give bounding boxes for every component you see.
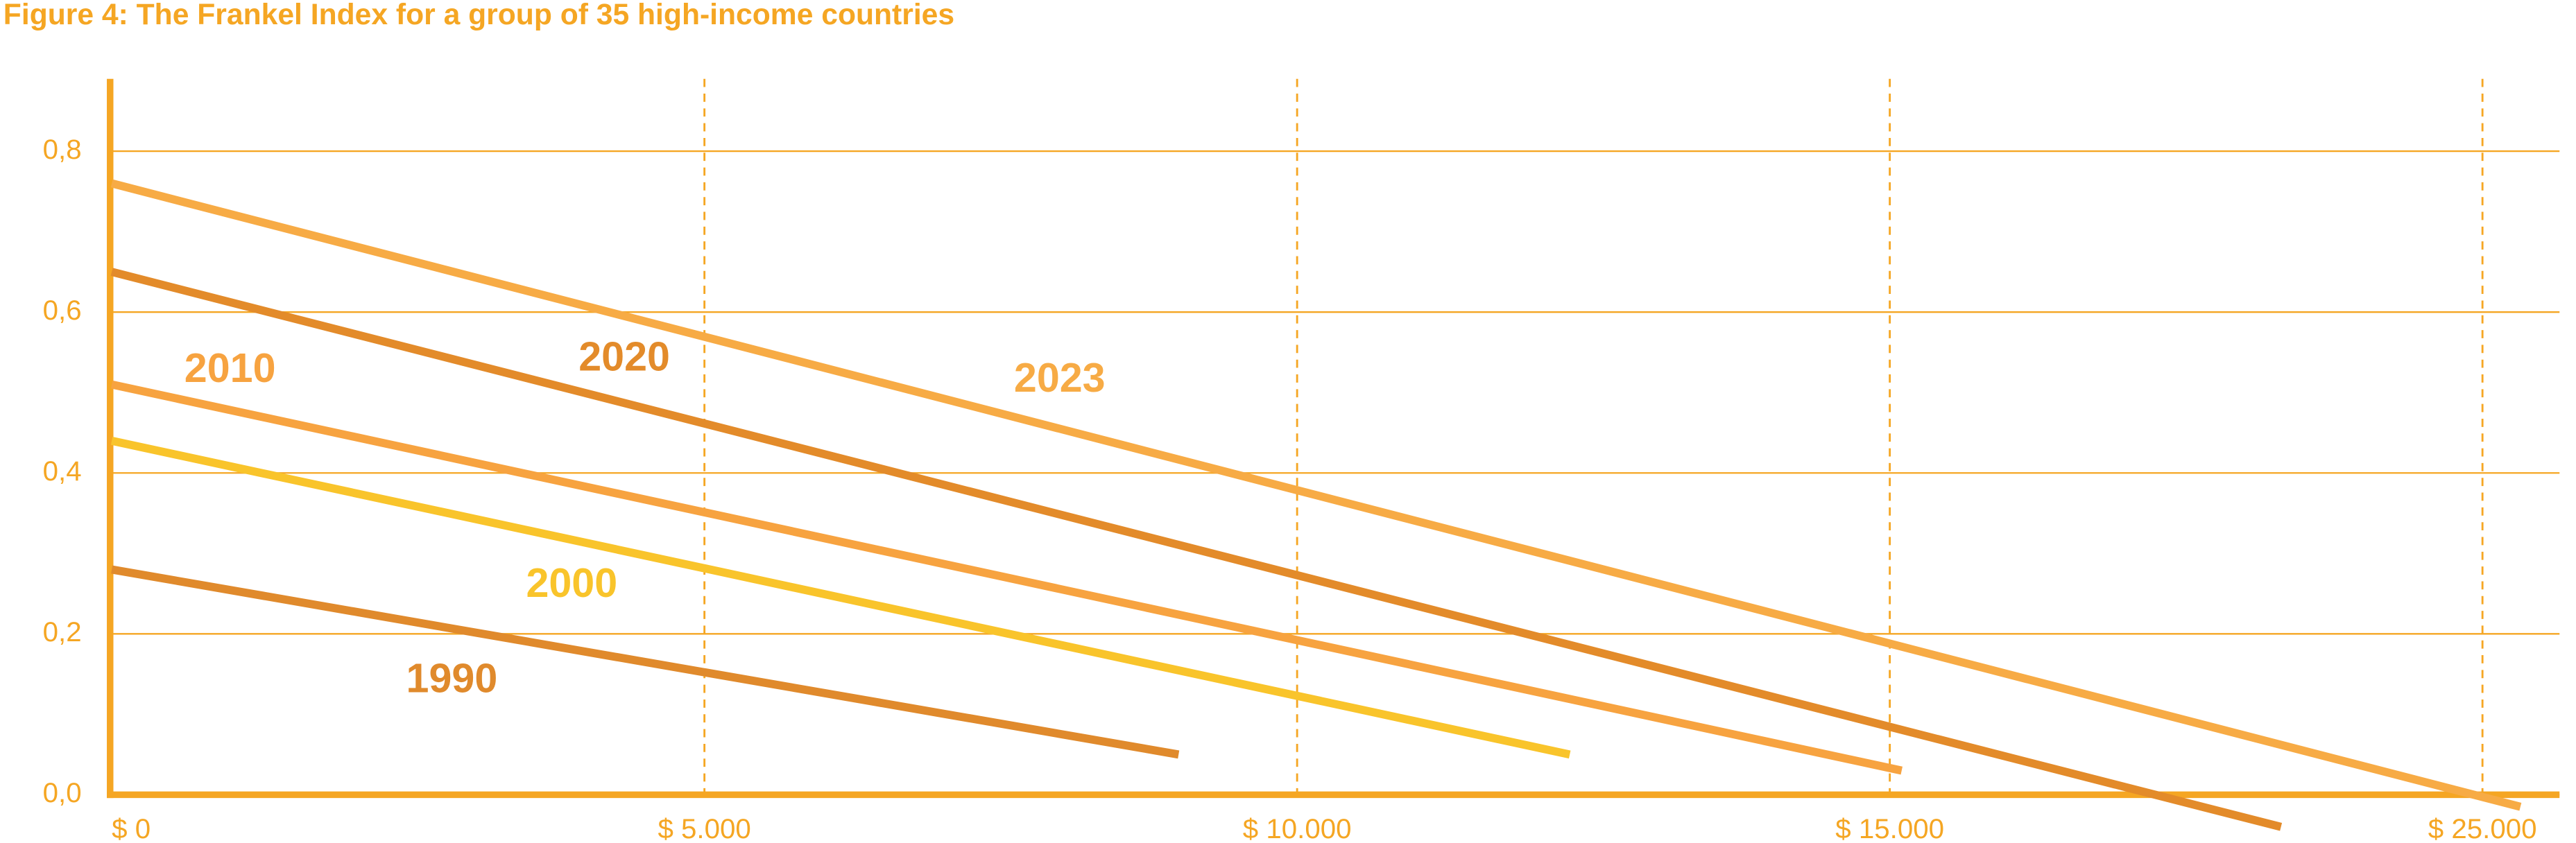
y-tick-label: 0,2 (43, 616, 82, 648)
x-tick-label: $ 10.000 (1243, 813, 1352, 843)
y-tick-label: 0,0 (43, 777, 82, 808)
series-label: 2023 (1014, 354, 1106, 401)
series-line (111, 565, 1180, 759)
x-tick-label: $ 25.000 (2428, 813, 2537, 843)
y-tick-label: 0,8 (43, 134, 82, 165)
series-label: 2000 (526, 559, 617, 606)
x-tick-label: $ 5.000 (658, 813, 750, 843)
y-tick-label: 0,4 (43, 455, 82, 487)
series-line (110, 380, 1903, 775)
chart-title: Figure 4: The Frankel Index for a group … (3, 0, 954, 31)
y-tick-label: 0,6 (43, 295, 82, 326)
series-label: 2020 (578, 333, 670, 379)
series-label: 1990 (406, 655, 498, 702)
x-tick-label: $ 0 (112, 813, 151, 843)
x-tick-label: $ 15.000 (1835, 813, 1944, 843)
series-label: 2010 (184, 345, 276, 391)
series-line (110, 179, 2522, 811)
series-line (110, 437, 1571, 759)
series-line (110, 268, 2283, 831)
